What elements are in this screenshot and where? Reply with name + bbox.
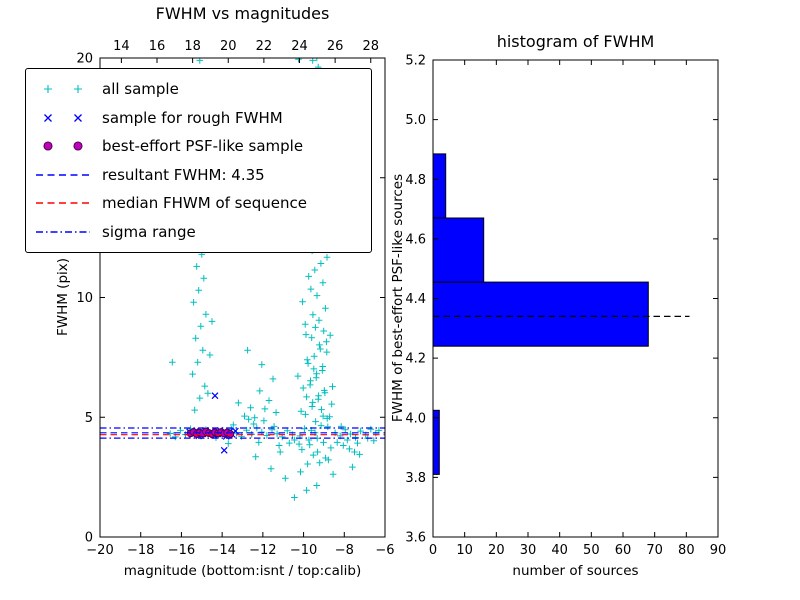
legend-item-sample-for-rough-fwhm: sample for rough FWHM	[34, 104, 363, 133]
circle-marker-icon	[43, 141, 83, 151]
sample-for-rough-fwhm-points	[186, 392, 239, 454]
x-tick-label-bottom: −16	[168, 543, 195, 558]
y-tick-label: 4.6	[405, 232, 426, 247]
x-marker-icon	[44, 113, 82, 122]
left-plot-title: FWHM vs magnitudes	[155, 4, 330, 23]
x-tick-label-bottom: −6	[375, 543, 394, 558]
dashed-marker-icon	[36, 174, 90, 176]
legend-item-best-effort-psf-like-sample: best-effort PSF-like sample	[34, 132, 363, 161]
y-tick-label: 20	[76, 52, 93, 67]
x-tick-label: 10	[456, 543, 473, 558]
plus-marker-icon	[44, 85, 82, 94]
y-tick-label: 3.6	[405, 531, 426, 546]
x-tick-label-top: 14	[113, 39, 130, 54]
x-tick-label-bottom: −10	[290, 543, 317, 558]
x-tick-label-bottom: −14	[208, 543, 235, 558]
y-tick-label: 5	[85, 411, 93, 426]
x-tick-label: 80	[678, 543, 695, 558]
y-tick-label: 4.8	[405, 173, 426, 188]
x-tick-label: 40	[551, 543, 568, 558]
x-tick-label-bottom: −20	[86, 543, 113, 558]
y-tick-label: 3.8	[405, 471, 426, 486]
y-tick-label: 4.4	[405, 292, 426, 307]
right-plot-ylabel: FWHM of best-effort PSF-like sources	[390, 173, 406, 423]
x-tick-label: 50	[583, 543, 600, 558]
right-plot: 0 10 20 30 40 50 60 70 80 90 3.6 3.8 4.0 4.2 4.4 4.6 4.8…	[405, 54, 726, 559]
left-plot: −20 −18 −16 −14 −12 −10 −8 −6 14 16 18 20 22 24 26 28 0 5…	[76, 39, 394, 558]
legend-label: median FHWM of sequence	[102, 194, 307, 213]
y-tick-label: 10	[76, 291, 93, 306]
dashed-marker-icon	[36, 202, 90, 204]
dashdot-marker-icon	[36, 231, 90, 233]
legend-label: sigma range	[102, 222, 196, 241]
legend-label: resultant FWHM: 4.35	[102, 165, 265, 184]
x-tick-label-top: 16	[149, 39, 166, 54]
y-tick-label: 4.2	[405, 352, 426, 367]
hist-bar	[432, 153, 447, 219]
y-tick-label: 5.0	[405, 113, 426, 128]
y-tick-label: 4.0	[405, 411, 426, 426]
right-plot-xlabel: number of sources	[512, 563, 639, 579]
x-tick-label-bottom: −8	[335, 543, 354, 558]
x-tick-label-top: 22	[256, 39, 273, 54]
legend-item-all-sample: all sample	[34, 75, 363, 104]
y-tick-label: 5.2	[405, 54, 426, 69]
y-tick-label: 0	[85, 531, 93, 546]
x-tick-label-top: 20	[220, 39, 237, 54]
left-plot-xlabel: magnitude (bottom:isnt / top:calib)	[123, 563, 362, 579]
legend-label: sample for rough FWHM	[102, 108, 283, 127]
x-tick-label: 20	[488, 543, 505, 558]
x-tick-label-top: 24	[291, 39, 308, 54]
x-tick-label: 70	[646, 543, 663, 558]
x-tick-label-bottom: −18	[127, 543, 154, 558]
legend-item-resultant-fwhm-4-35: resultant FWHM: 4.35	[34, 161, 363, 190]
x-tick-label: 60	[615, 543, 632, 558]
legend-label: all sample	[102, 80, 179, 99]
x-tick-label: 90	[710, 543, 727, 558]
legend-item-sigma-range: sigma range	[34, 218, 363, 247]
right-plot-title: histogram of FWHM	[496, 32, 655, 51]
legend-item-median-fhwm-of-sequence: median FHWM of sequence	[34, 189, 363, 218]
x-tick-label-top: 18	[184, 39, 201, 54]
x-tick-label-top: 26	[327, 39, 344, 54]
legend: all sample sample for rough FWHM best-effo…	[25, 68, 372, 253]
hist-bar	[432, 281, 649, 347]
x-tick-label: 30	[520, 543, 537, 558]
x-tick-label-top: 28	[362, 39, 379, 54]
x-tick-label: 0	[429, 543, 437, 558]
hist-bar	[432, 217, 485, 283]
x-tick-label-bottom: −12	[249, 543, 276, 558]
hist-bar	[432, 409, 440, 475]
legend-label: best-effort PSF-like sample	[102, 137, 304, 156]
